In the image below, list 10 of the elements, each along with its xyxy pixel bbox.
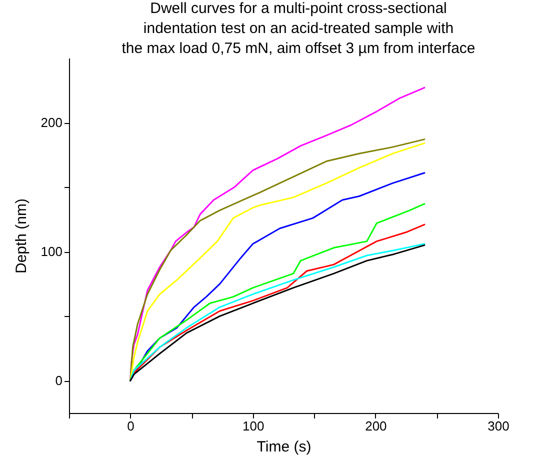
x-tick-label: 300 [488,418,510,434]
x-tick-label: 200 [365,418,387,434]
chart-title: Dwell curves for a multi-point cross-sectional indentation test on an acid-treated sample with the max load 0,75 mN, aim offset 3 µm from interface [122,0,476,57]
x-axis-title: Time (s) [256,438,312,456]
x-tick-label: 100 [242,418,264,434]
y-axis-title: Depth (nm) [12,198,30,274]
y-tick-label: 200 [40,115,62,130]
x-tick-label: 0 [127,418,134,434]
y-tick-label: 100 [40,244,62,260]
y-tick-label: 0 [55,373,62,388]
